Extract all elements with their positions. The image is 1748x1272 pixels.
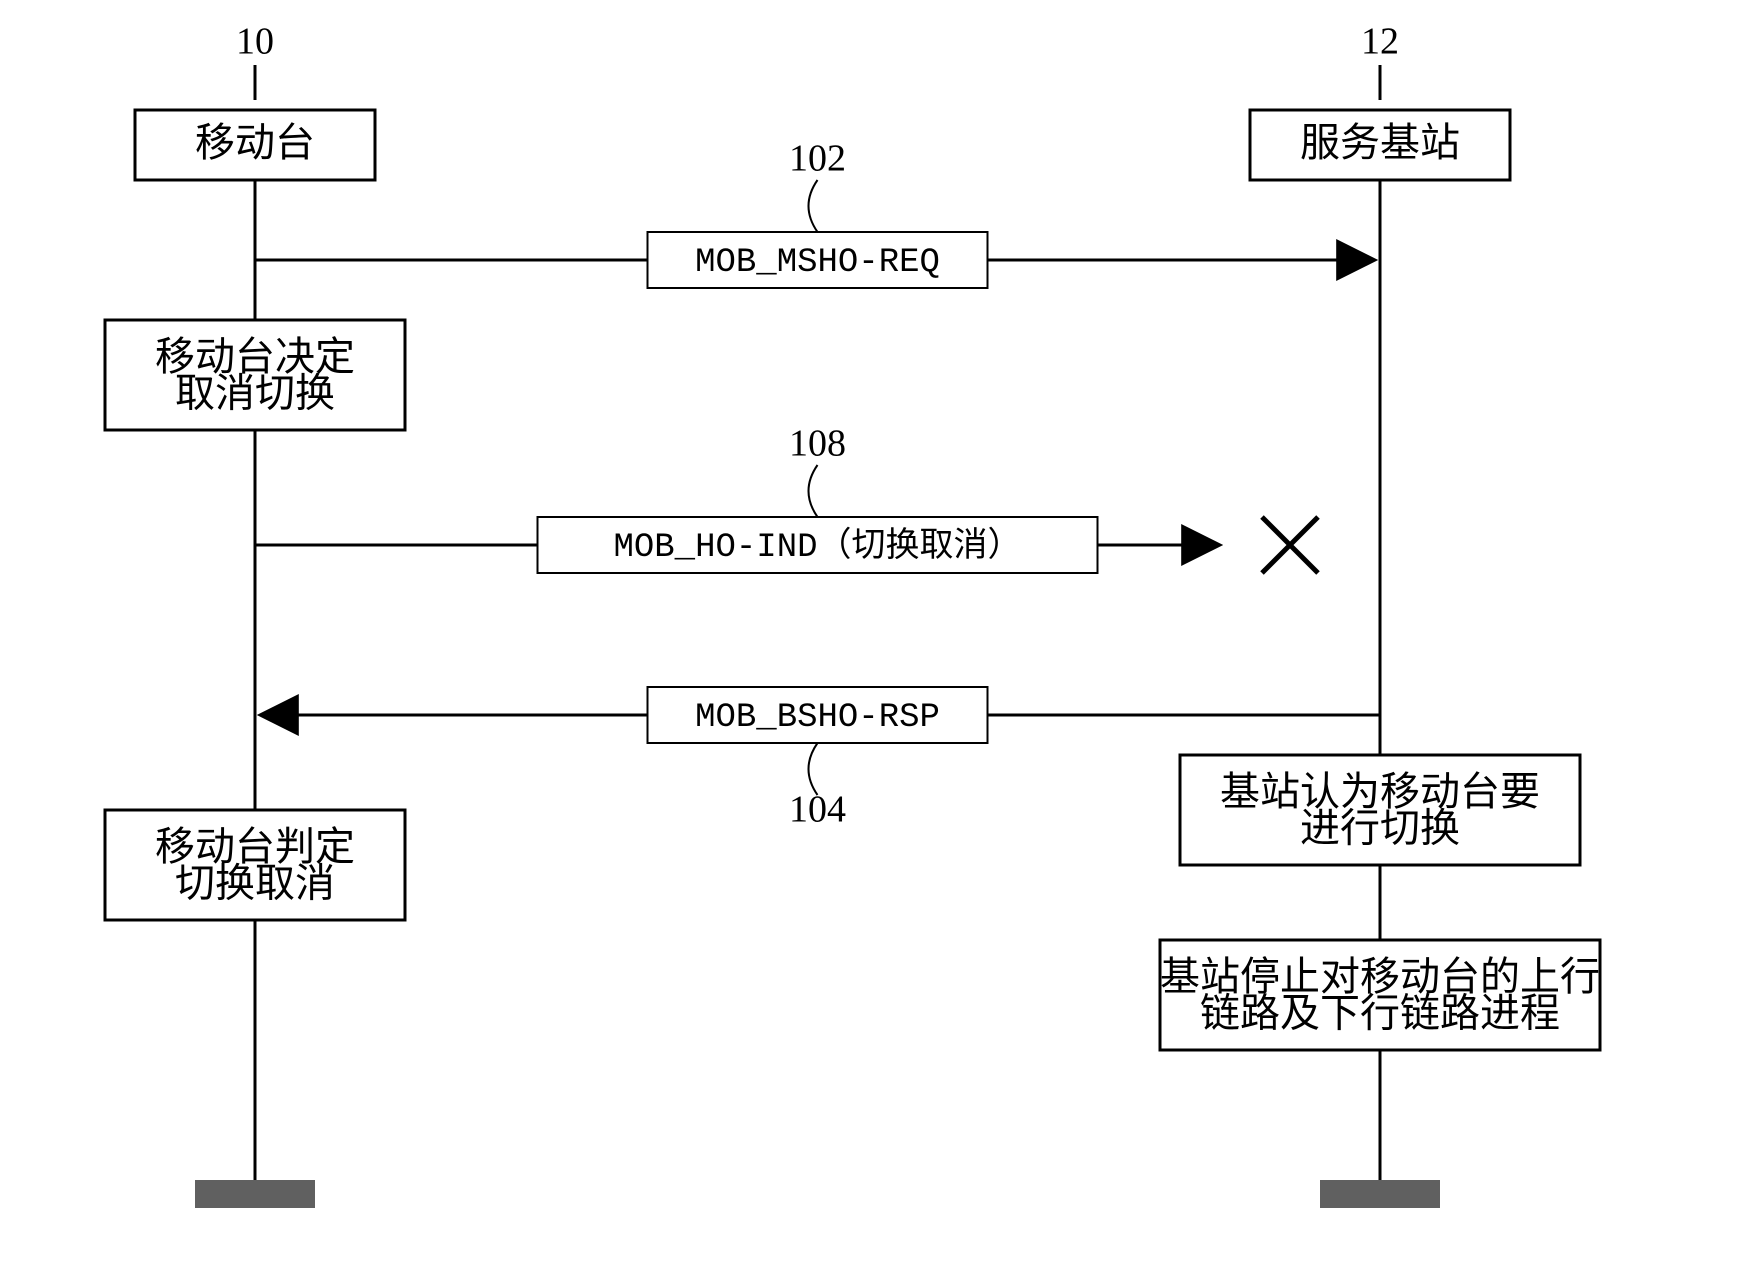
text-18: 切换取消 (175, 861, 335, 906)
text-32: MOB_HO-IND（切换取消） (613, 526, 1021, 567)
text-4: 移动台 (195, 120, 315, 165)
path-29 (809, 180, 818, 232)
text-10: 服务基站 (1300, 120, 1460, 165)
rect-6 (195, 1180, 315, 1208)
rect-12 (1320, 1180, 1440, 1208)
text-15: 取消切换 (175, 371, 335, 416)
text-7: 12 (1361, 21, 1399, 63)
path-34 (809, 465, 818, 517)
text-1: 10 (236, 21, 274, 63)
text-21: 进行切换 (1300, 806, 1460, 851)
text-24: 链路及下行链路进程 (1200, 991, 1560, 1036)
text-28: 102 (789, 138, 846, 180)
path-41 (809, 743, 818, 795)
text-33: 108 (789, 423, 846, 465)
text-27: MOB_MSHO-REQ (695, 244, 940, 282)
text-39: MOB_BSHO-RSP (695, 699, 940, 737)
text-40: 104 (789, 789, 846, 831)
